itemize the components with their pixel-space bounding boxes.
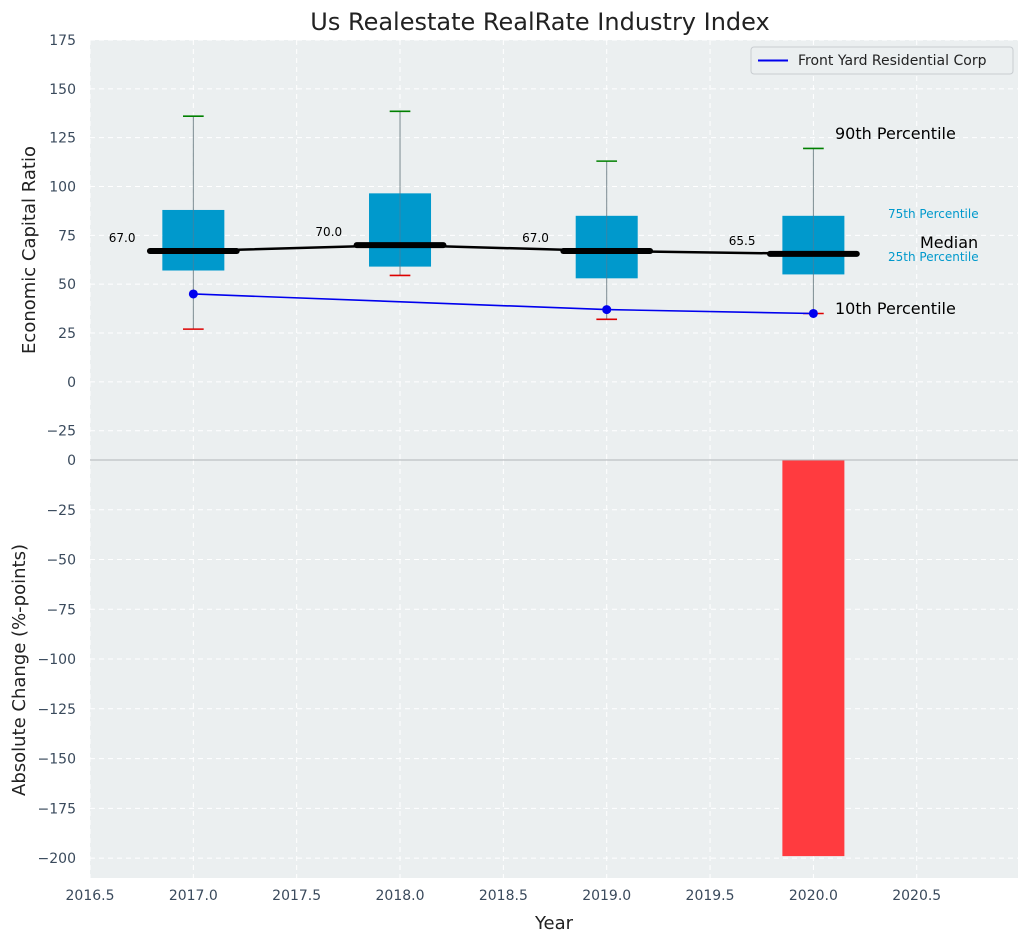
legend: Front Yard Residential Corp — [750, 46, 1014, 75]
top-y-ticks: 175 150 125 100 75 50 25 0 −25 — [46, 33, 76, 440]
x-tick-label: 2017.5 — [272, 888, 321, 904]
bottom-y-tick-label: 0 — [67, 453, 76, 469]
annotation-median: Median — [920, 233, 978, 252]
top-y-tick-label: 125 — [49, 131, 76, 147]
median-label: 70.0 — [315, 225, 342, 239]
series-point — [188, 289, 198, 299]
median-trend-line — [193, 243, 814, 256]
top-y-tick-label: −25 — [46, 424, 76, 440]
bars — [782, 460, 845, 857]
bottom-y-axis-label: Absolute Change (%-points) — [9, 544, 30, 796]
x-tick-label: 2016.5 — [66, 888, 115, 904]
median-label: 67.0 — [109, 231, 136, 245]
x-tick-label: 2018.0 — [376, 888, 425, 904]
annotation-p75: 75th Percentile — [888, 207, 979, 221]
x-tick-label: 2020.5 — [892, 888, 941, 904]
change-bar — [782, 460, 845, 857]
x-axis-label: Year — [534, 913, 574, 934]
top-y-tick-label: 100 — [49, 180, 76, 196]
annotation-p25: 25th Percentile — [888, 250, 979, 264]
bottom-panel-background — [90, 460, 1018, 878]
bottom-y-tick-label: −25 — [46, 503, 76, 519]
median-label: 65.5 — [729, 234, 756, 248]
bottom-y-tick-label: −175 — [38, 801, 76, 817]
bottom-y-tick-label: −125 — [38, 702, 76, 718]
x-tick-label: 2020.0 — [789, 888, 838, 904]
bottom-y-tick-label: −100 — [38, 652, 76, 668]
top-y-tick-label: 25 — [58, 326, 76, 342]
series — [188, 289, 818, 318]
top-y-tick-label: 50 — [58, 277, 76, 293]
bottom-panel: 0 −25 −50 −75 −100 −125 −150 −175 −200 — [38, 453, 1018, 878]
series-point — [602, 305, 612, 315]
bottom-y-tick-label: −200 — [38, 851, 76, 867]
x-tick-label: 2019.5 — [686, 888, 735, 904]
chart-title: Us Realestate RealRate Industry Index — [310, 8, 769, 36]
bottom-y-tick-label: −50 — [46, 553, 76, 569]
series-point — [808, 308, 818, 318]
top-y-axis-label: Economic Capital Ratio — [19, 146, 40, 354]
annotation-p10: 10th Percentile — [835, 299, 956, 318]
annotation-p90: 90th Percentile — [835, 124, 956, 143]
x-tick-label: 2017.0 — [169, 888, 218, 904]
median-label: 67.0 — [522, 231, 549, 245]
x-tick-label: 2019.0 — [582, 888, 631, 904]
x-tick-label: 2018.5 — [479, 888, 528, 904]
boxes: 67.0 70.0 67.0 65.5 — [109, 110, 860, 330]
top-y-tick-label: 175 — [49, 33, 76, 49]
top-y-tick-label: 75 — [58, 228, 76, 244]
bottom-y-tick-label: −75 — [46, 602, 76, 618]
bottom-y-tick-label: −150 — [38, 752, 76, 768]
bottom-y-ticks: 0 −25 −50 −75 −100 −125 −150 −175 −200 — [38, 453, 76, 867]
annotations: 90th Percentile 75th Percentile Median 2… — [835, 124, 979, 318]
top-y-tick-label: 0 — [67, 375, 76, 391]
legend-label-front-yard: Front Yard Residential Corp — [798, 53, 987, 69]
x-ticks: 2016.5 2017.0 2017.5 2018.0 2018.5 2019.0 2019… — [66, 888, 942, 904]
top-y-tick-label: 150 — [49, 82, 76, 98]
legend-box — [750, 46, 1014, 75]
